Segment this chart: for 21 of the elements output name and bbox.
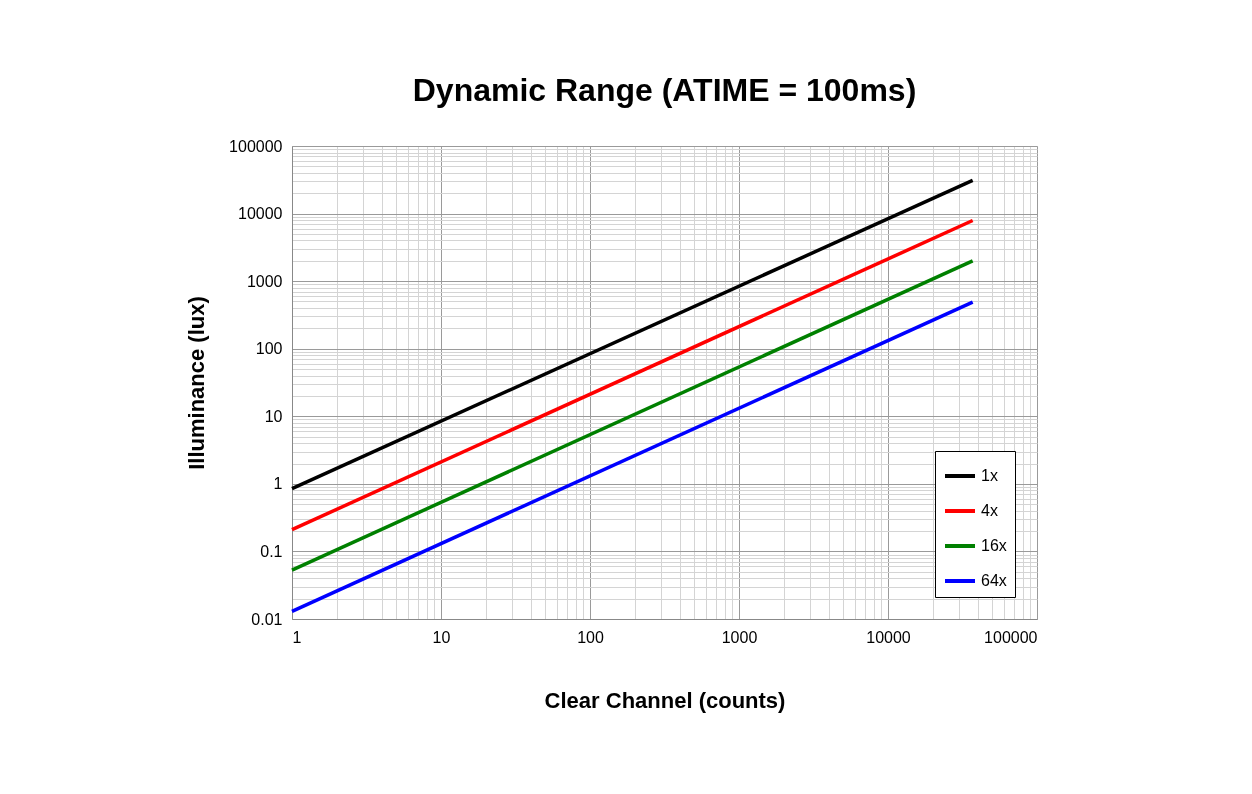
legend-label: 1x — [981, 467, 998, 484]
y-tick-label: 10000 — [238, 205, 283, 223]
x-axis-title: Clear Channel (counts) — [544, 687, 786, 713]
x-tick-label: 10000 — [866, 628, 911, 646]
y-tick-label: 1000 — [246, 272, 283, 290]
y-tick-label: 0.1 — [260, 542, 283, 560]
y-tick-label: 10 — [264, 407, 283, 425]
x-tick-label: 10 — [432, 628, 451, 646]
y-tick-label: 1 — [273, 475, 283, 493]
y-axis-title: Illuminance (lux) — [184, 296, 210, 470]
legend-label: 64x — [981, 572, 1007, 589]
chart-title: Dynamic Range (ATIME = 100ms) — [412, 72, 917, 108]
x-tick-label: 100000 — [984, 628, 1038, 646]
legend-label: 4x — [981, 502, 998, 519]
y-tick-label: 100000 — [229, 137, 283, 155]
y-tick-label: 100 — [255, 340, 283, 358]
x-tick-label: 1000 — [721, 628, 758, 646]
legend-label: 16x — [981, 537, 1007, 554]
x-tick-label: 100 — [577, 628, 604, 646]
y-tick-label: 0.01 — [251, 610, 283, 628]
x-tick-label: 1 — [292, 628, 302, 646]
